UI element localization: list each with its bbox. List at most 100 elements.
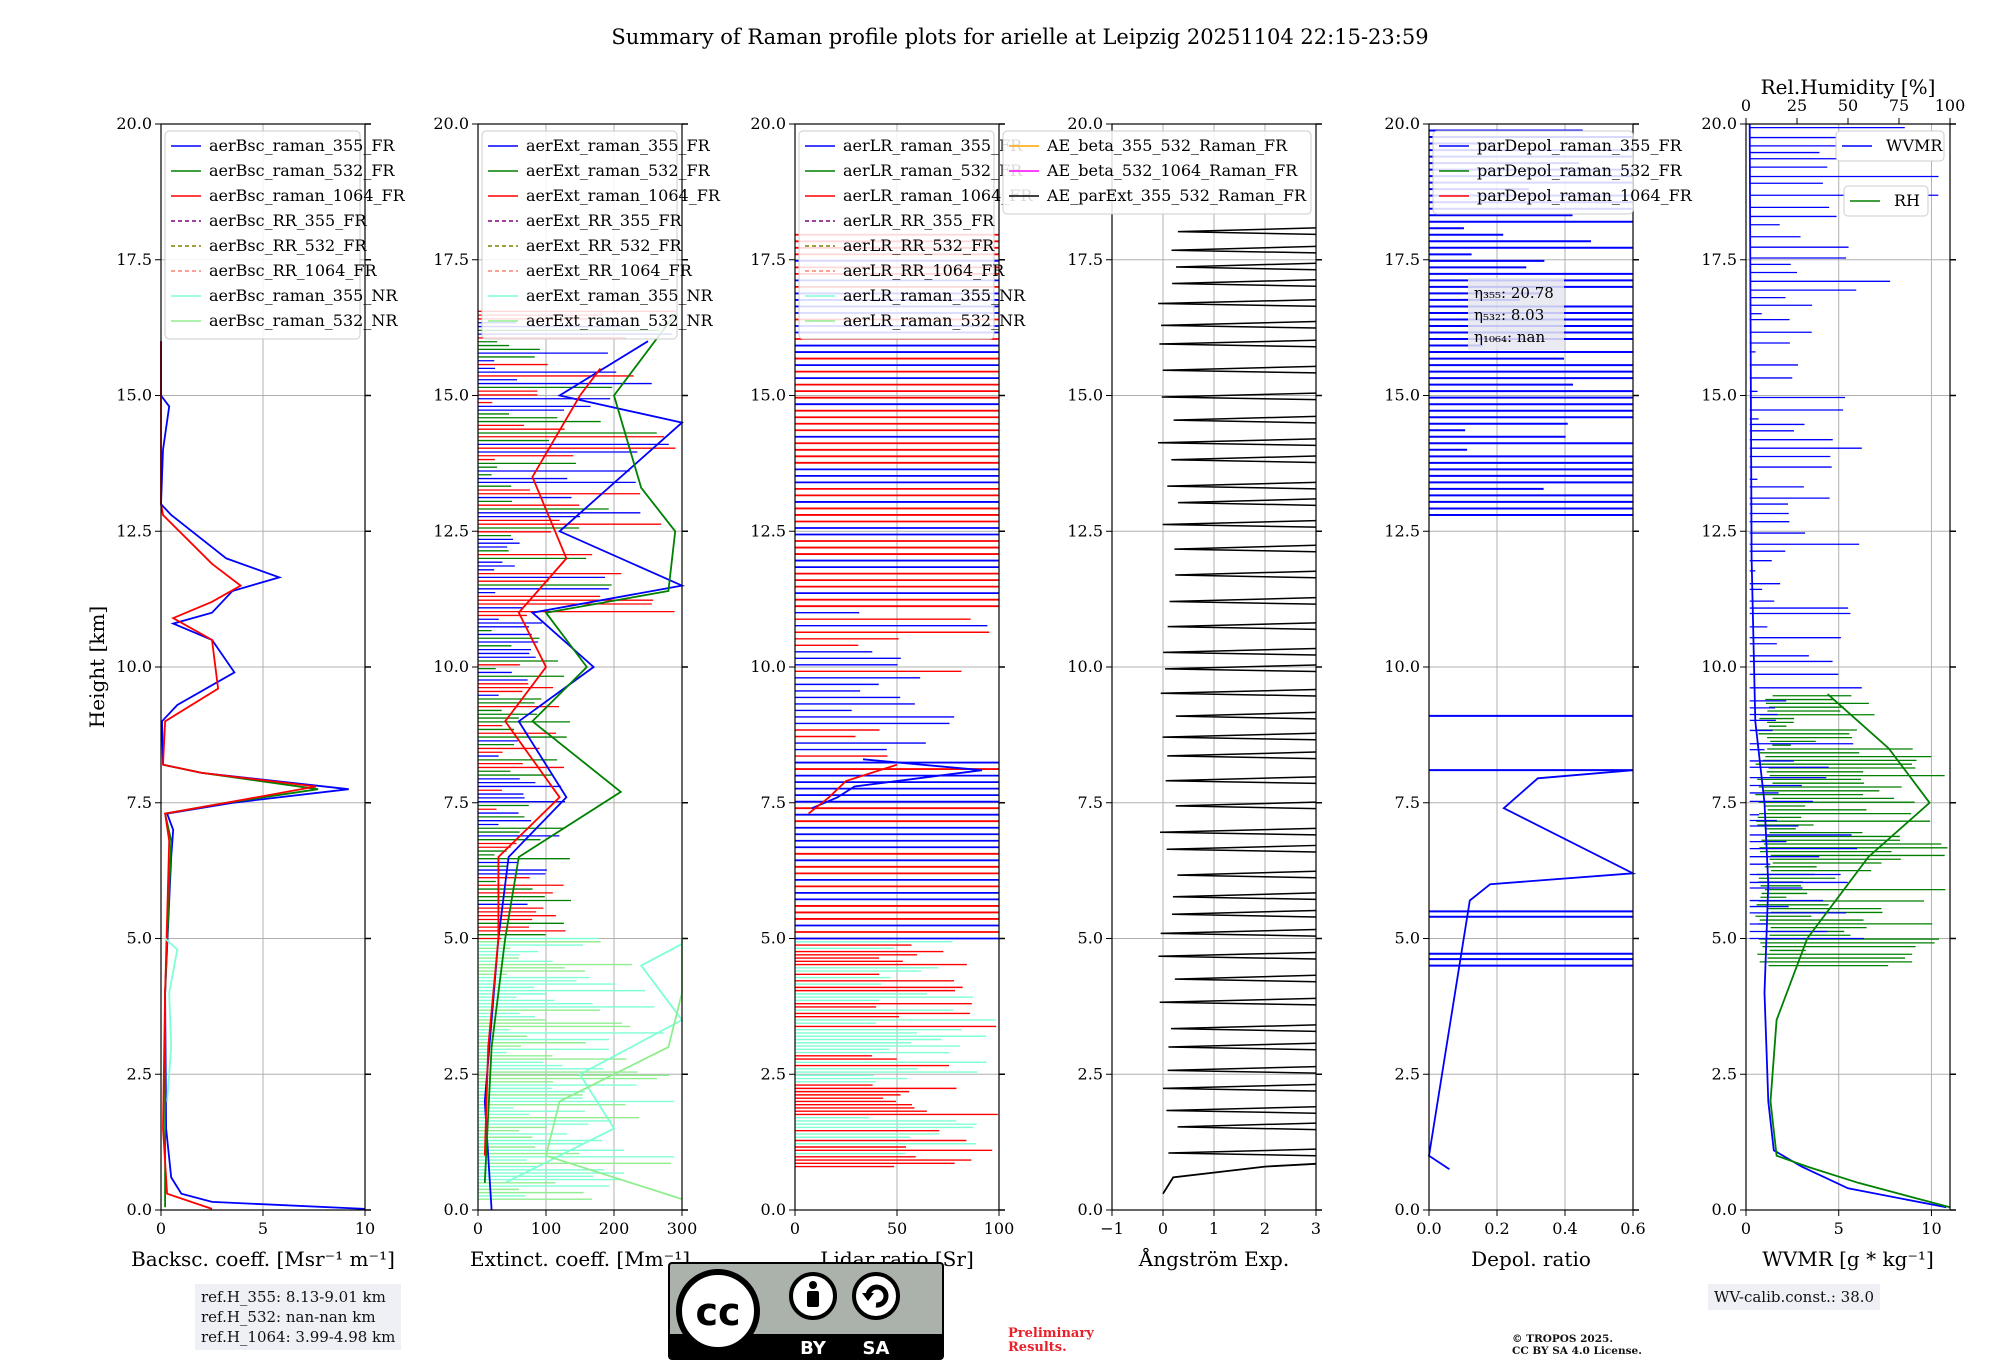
y-tick-label: 7.5	[1712, 793, 1737, 812]
y-tick-label: 5.0	[1712, 929, 1737, 948]
y-tick-label: 0.0	[1395, 1200, 1420, 1219]
ref-h-532: ref.H_532: nan-nan km	[201, 1308, 376, 1326]
eta-line: η₁₀₆₄: nan	[1474, 328, 1545, 346]
y-tick-label: 5.0	[761, 929, 786, 948]
series-RH	[1769, 693, 1951, 1209]
x-tick-label: 1	[1209, 1219, 1219, 1238]
eta-line: η₃₅₅: 20.78	[1474, 284, 1554, 302]
noise-segment	[1171, 1024, 1317, 1033]
noise-segment	[1175, 711, 1317, 720]
noise-segment	[1174, 974, 1317, 983]
noise-segment	[1173, 415, 1317, 424]
noise-segment	[1172, 892, 1317, 901]
top-tick-label: 25	[1787, 96, 1807, 115]
legend-entry: aerExt_raman_355_NR	[526, 286, 714, 305]
y-tick-label: 20.0	[1701, 114, 1737, 133]
noise-segment	[1174, 544, 1317, 553]
legend-entry: parDepol_raman_355_FR	[1477, 136, 1683, 155]
legend-box	[1843, 185, 1929, 217]
y-tick-label: 17.5	[1384, 250, 1420, 269]
y-tick-label: 20.0	[433, 114, 469, 133]
y-tick-label: 10.0	[1701, 657, 1737, 676]
legend-entry: aerBsc_raman_355_NR	[209, 286, 398, 305]
series-aerLR_raman_355_FR	[811, 758, 983, 810]
reference-height-box: ref.H_355: 8.13-9.01 km ref.H_532: nan-n…	[195, 1284, 402, 1350]
noise-segment	[1178, 498, 1317, 507]
panel-lr: 0 50 1000.02.55.07.510.012.515.017.520.0Li…	[750, 114, 1033, 1271]
legend-entry: AE_beta_355_532_Raman_FR	[1046, 136, 1288, 155]
y-tick-label: 15.0	[1384, 386, 1420, 405]
legend-box	[1432, 130, 1634, 215]
y-tick-label: 12.5	[433, 521, 469, 540]
x-axis-label: Ångström Exp.	[1138, 1246, 1289, 1271]
top-tick-label: 75	[1889, 96, 1909, 115]
y-tick-label: 20.0	[750, 114, 786, 133]
top-tick-label: 100	[1935, 96, 1966, 115]
legend-entry: WVMR	[1886, 136, 1943, 155]
legend-entry: aerExt_raman_1064_FR	[526, 186, 721, 205]
x-tick-label: 3	[1311, 1219, 1321, 1238]
y-tick-label: 15.0	[750, 386, 786, 405]
series-aerBsc_raman_1064_FR	[160, 341, 317, 1210]
y-tick-label: 5.0	[1395, 929, 1420, 948]
y-tick-label: 2.5	[1712, 1064, 1737, 1083]
series-WVMR	[1748, 123, 1947, 1209]
copyright-line-1: © TROPOS 2025.	[1512, 1333, 1614, 1345]
noise-segment	[1175, 801, 1317, 810]
y-tick-label: 7.5	[761, 793, 786, 812]
y-tick-label: 5.0	[127, 929, 152, 948]
by-label: BY	[800, 1338, 827, 1359]
eta-line: η₅₃₂: 8.03	[1474, 306, 1544, 324]
series-parDepol_raman_355_FR	[1428, 769, 1637, 1171]
noise-segment	[1160, 688, 1317, 697]
eta-box	[1468, 278, 1564, 350]
y-tick-label: 15.0	[116, 386, 152, 405]
legend: WVMR RH	[1835, 130, 1945, 217]
y-tick-label: 7.5	[1078, 793, 1103, 812]
legend-entry: aerBsc_raman_355_FR	[209, 136, 395, 155]
y-tick-label: 2.5	[1395, 1064, 1420, 1083]
noise-segment	[1171, 245, 1317, 254]
x-tick-label: 0	[1158, 1219, 1168, 1238]
cc-logo-icon	[676, 1269, 760, 1353]
preliminary-note: Preliminary Results.	[1008, 1327, 1094, 1355]
legend-entry: aerLR_RR_532_FR	[843, 236, 995, 255]
x-tick-label: 100	[531, 1219, 562, 1238]
x-tick-label: 0	[1741, 1219, 1751, 1238]
legend-entry: aerExt_RR_532_FR	[526, 236, 683, 255]
noise-segment	[1177, 870, 1317, 879]
y-tick-label: 15.0	[433, 386, 469, 405]
legend-entry: aerBsc_RR_1064_FR	[209, 261, 378, 280]
noise-segment	[1163, 647, 1317, 656]
legend-entry: aerExt_raman_355_FR	[526, 136, 711, 155]
x-tick-label: 0.0	[1416, 1219, 1441, 1238]
x-tick-label: 50	[887, 1219, 907, 1238]
x-axis-label: Depol. ratio	[1471, 1247, 1591, 1271]
y-tick-label: 0.0	[761, 1200, 786, 1219]
y-tick-label: 17.5	[433, 250, 469, 269]
noise-segment	[1169, 596, 1317, 605]
x-tick-label: 0	[156, 1219, 166, 1238]
series-aerLR_raman_1064_FR	[808, 763, 898, 815]
y-tick-label: 15.0	[1701, 386, 1737, 405]
x-tick-label: 2	[1260, 1219, 1270, 1238]
y-tick-label: 2.5	[761, 1064, 786, 1083]
y-tick-label: 10.0	[750, 657, 786, 676]
noise-segment	[1171, 455, 1317, 464]
panel-ae: −1 0 1 2 3 0.0 2.5 5.0 7.5 10.0 12.5 15.0 17.5 20.0 Ån…	[1002, 114, 1322, 1271]
x-tick-label: −1	[1100, 1219, 1124, 1238]
legend-entry: aerExt_raman_532_NR	[526, 311, 714, 330]
legend: aerLR_raman_355_FR aerLR_raman_532_FR aerL…	[798, 130, 1033, 340]
noise-segment	[1167, 1065, 1317, 1074]
noise-segment	[1158, 298, 1317, 307]
x-tick-label: 0.6	[1620, 1219, 1645, 1238]
noise-segment	[1162, 1083, 1317, 1092]
x-tick-label: 0.2	[1484, 1219, 1509, 1238]
noise-segment	[1159, 339, 1317, 348]
legend-entry: aerLR_raman_355_FR	[843, 136, 1023, 155]
legend-entry: aerBsc_raman_532_NR	[209, 311, 398, 330]
legend-box	[164, 130, 361, 340]
y-tick-label: 17.5	[1067, 250, 1103, 269]
x-tick-label: 100	[984, 1219, 1015, 1238]
